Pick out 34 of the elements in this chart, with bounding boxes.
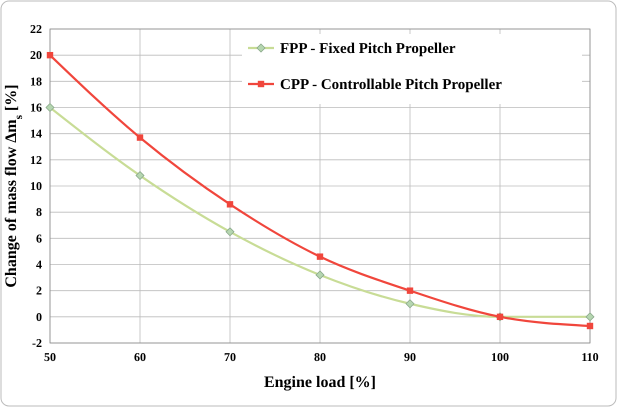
point — [316, 270, 324, 280]
y-tick-label: 12 — [30, 152, 42, 167]
x-tick-label: 90 — [404, 350, 416, 364]
point — [406, 299, 414, 308]
y-tick-label: 20 — [30, 48, 42, 62]
point — [226, 201, 234, 208]
x-axis-title: Engine load [%] — [264, 374, 376, 391]
x-tick-label: 80 — [314, 350, 326, 364]
y-tick-label: 0 — [36, 310, 42, 324]
y-tick-label: 18 — [30, 74, 42, 88]
point — [586, 312, 594, 322]
point — [46, 52, 54, 58]
y-tick-label: 14 — [30, 126, 42, 141]
legend-label: FPP - Fixed Pitch Propeller — [280, 41, 456, 57]
legend-label: CPP - Controllable Pitch Propeller — [280, 77, 502, 93]
y-tick-label: -2 — [32, 336, 42, 350]
y-tick-label: 8 — [36, 205, 42, 220]
y-tick-label: 4 — [36, 258, 42, 272]
x-tick-label: 110 — [581, 350, 599, 364]
point — [136, 134, 144, 141]
x-tick-label: 100 — [491, 350, 509, 364]
point — [136, 171, 144, 180]
y-tick-label: 2 — [36, 284, 42, 298]
x-tick-label: 50 — [44, 350, 56, 364]
x-tick-label: 70 — [224, 350, 236, 364]
point — [316, 253, 324, 260]
y-tick-label: 16 — [30, 100, 42, 114]
y-tick-label: 22 — [30, 22, 42, 36]
y-tick-label: 10 — [30, 179, 42, 193]
point — [46, 103, 54, 112]
point — [406, 287, 414, 294]
y-tick-label: 6 — [36, 231, 42, 246]
point — [226, 227, 234, 236]
x-tick-label: 60 — [134, 350, 146, 364]
